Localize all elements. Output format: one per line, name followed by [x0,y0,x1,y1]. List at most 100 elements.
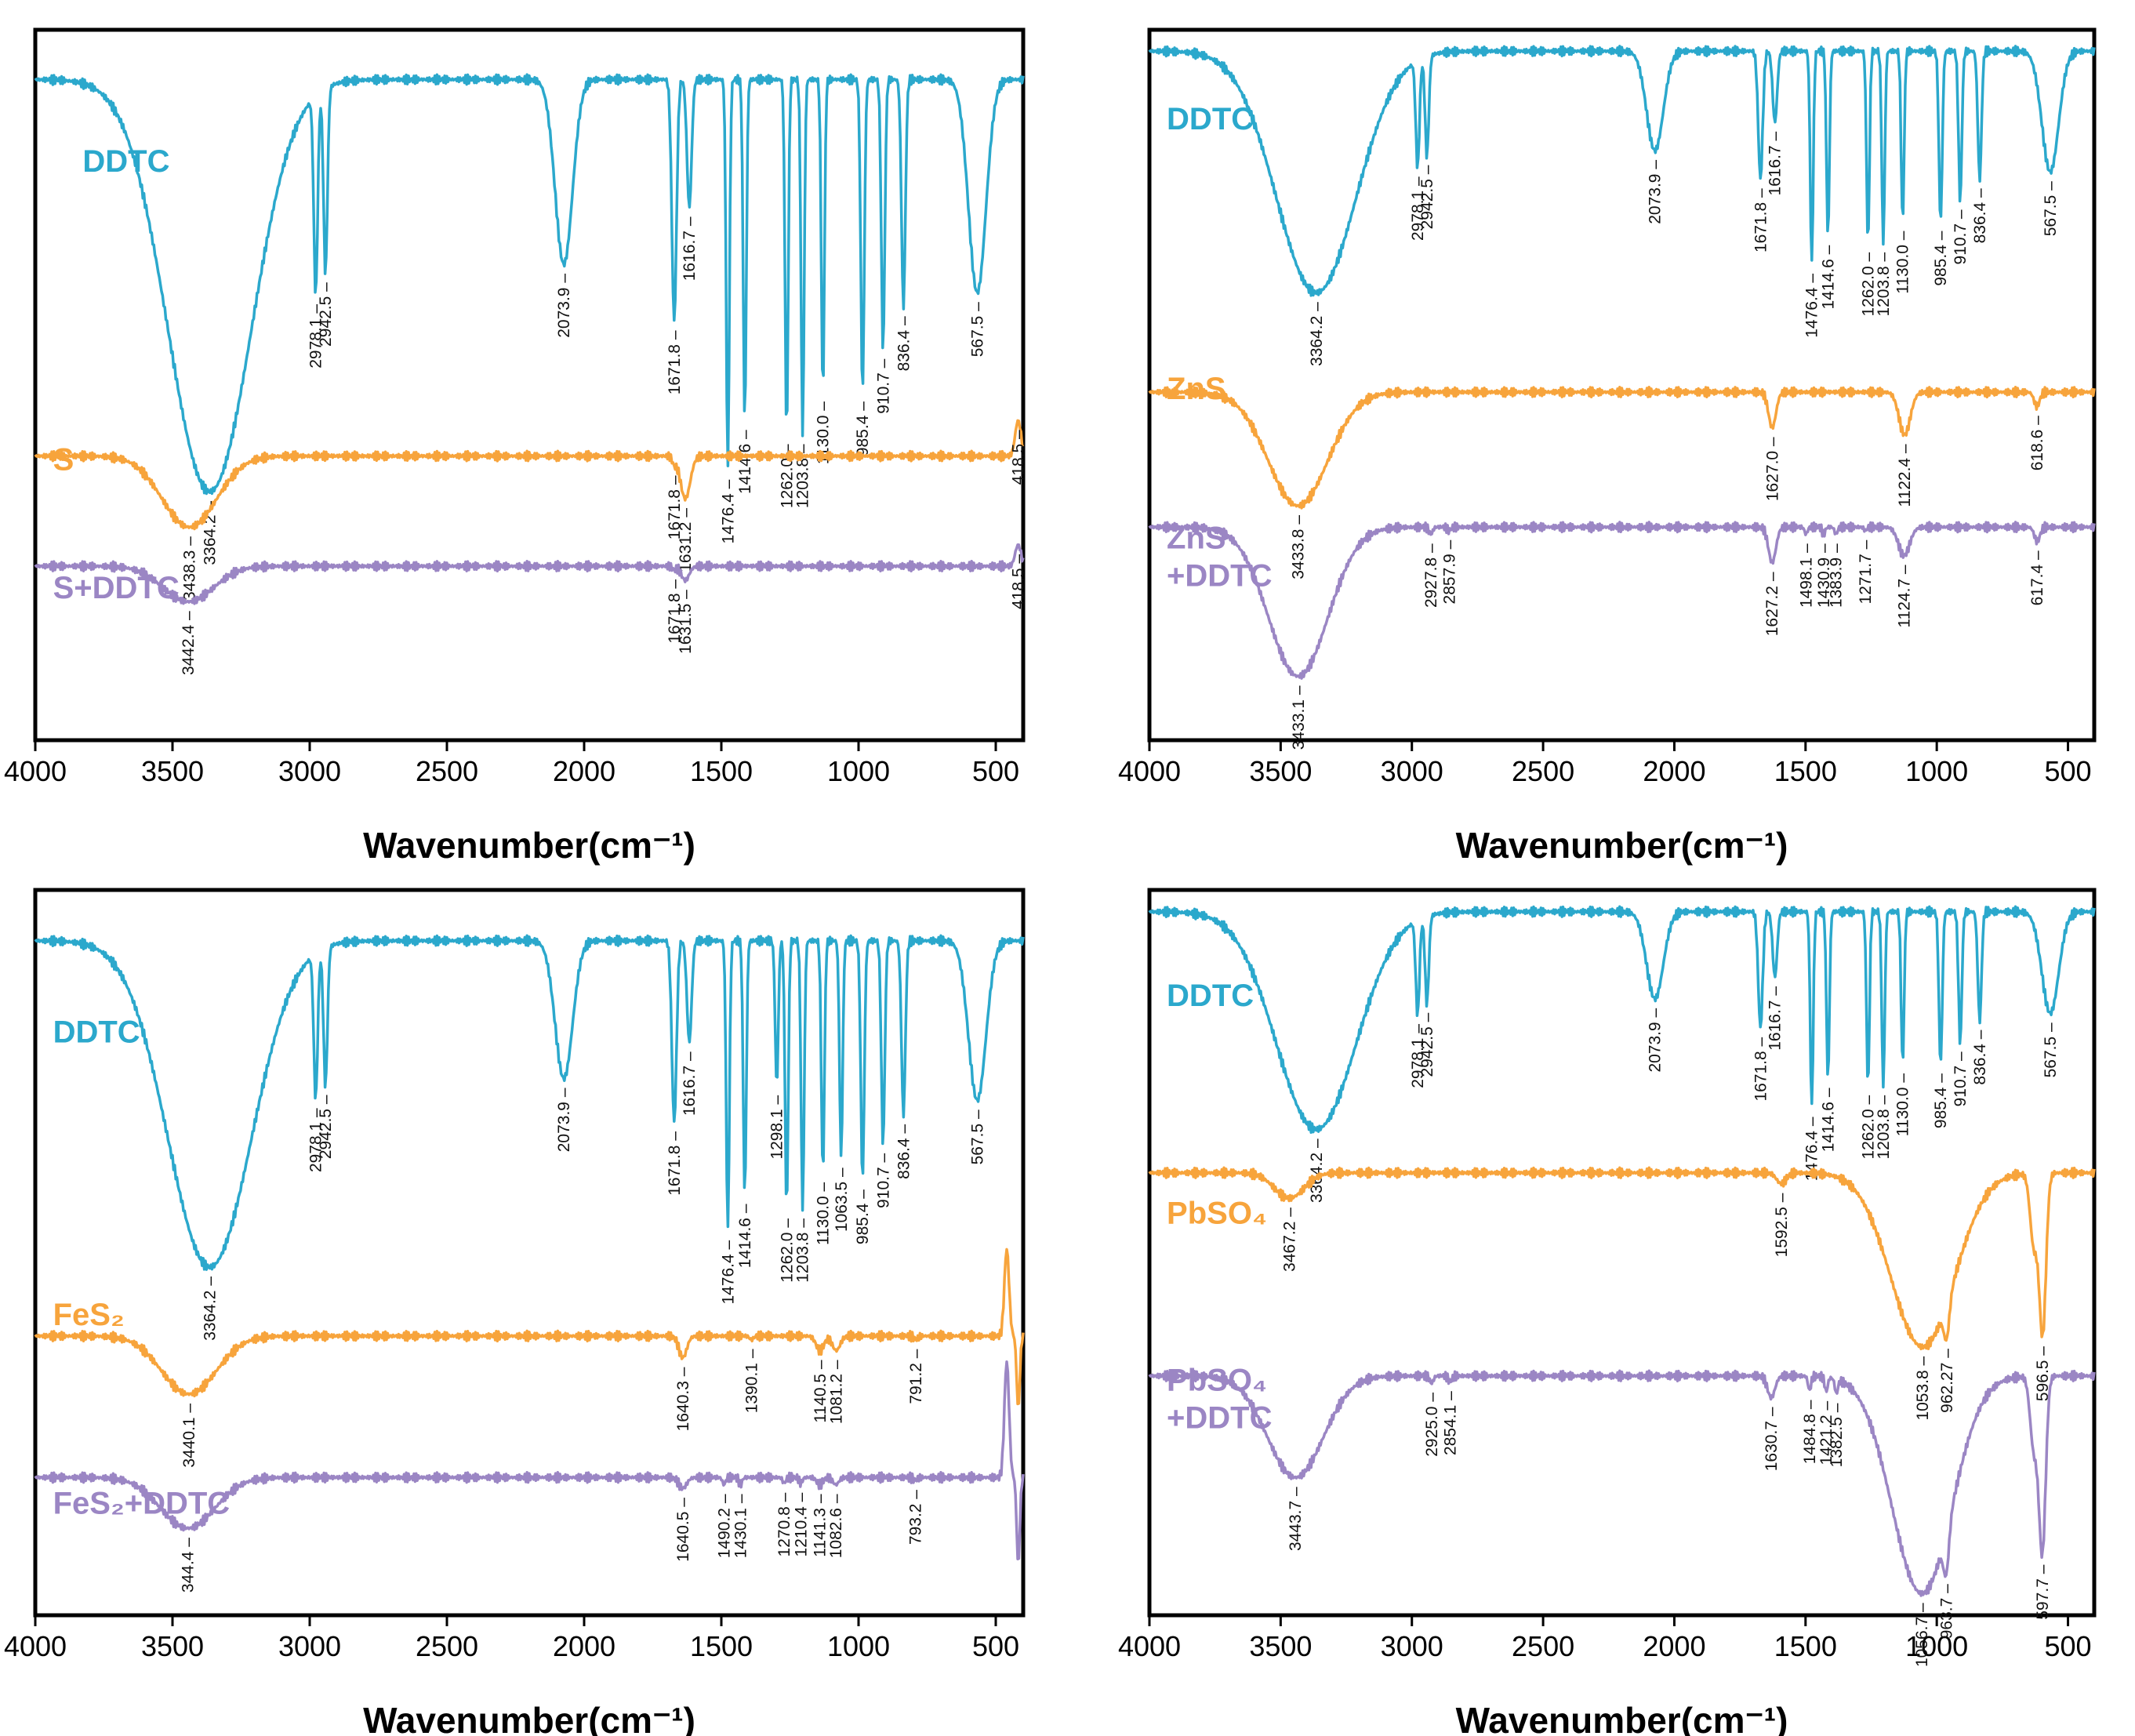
peak-label: 1414.6 – [736,430,754,494]
spectrum-ddtc [34,73,1025,496]
peak-label: 1430.9 – [1815,543,1833,608]
peak-label: 985.4 – [1932,1073,1950,1128]
peak-label: 596.5 – [2034,1346,2052,1401]
peak-label: 344.4 – [180,1538,198,1593]
peak-label: 1130.0 – [815,1182,833,1245]
peak-label: 1627.2 – [1763,572,1781,636]
peak-label: 985.4 – [854,1189,872,1244]
peak-label: 1592.5 – [1773,1193,1791,1257]
x-axis-label: Wavenumber(cm⁻¹) [1456,1700,1788,1736]
peak-label: 567.5 – [968,302,986,357]
peak-label: 1063.5 – [833,1168,851,1232]
x-tick-label: 1500 [690,1630,753,1662]
x-tick-label: 4000 [4,1630,67,1662]
series-label-line: DDTC [82,144,169,179]
plot-frame [33,888,1026,1618]
series-label: FeS₂ [53,1298,125,1332]
x-tick-label: 3500 [1249,1630,1312,1662]
x-axis-label: Wavenumber(cm⁻¹) [1456,825,1788,866]
peak-label: 1262.0 – [1860,1095,1878,1159]
x-tick-label: 2000 [553,755,615,787]
spectrum-zns-ddtc [1148,521,2096,680]
spectrum-ddtc [34,934,1025,1271]
peak-label: 3364.2 – [202,1277,220,1341]
peak-label: 1631.5 – [677,590,695,654]
series-label-line: S [53,443,74,478]
peak-label: 3442.4 – [180,611,198,675]
peak-label: 1476.4 – [719,1240,737,1304]
peak-label: 3364.2 – [1308,302,1326,366]
peak-label: 1122.4 – [1896,444,1914,507]
x-tick-label: 3500 [141,755,204,787]
peak-label: 1616.7 – [1766,986,1785,1051]
peak-label: 1616.7 – [681,1051,699,1116]
peak-label: 2927.8 – [1422,543,1440,608]
series-label: DDTC [1167,102,1254,136]
peak-label: 567.5 – [2042,181,2060,236]
x-axis-label: Wavenumber(cm⁻¹) [363,825,695,866]
x-tick-label: 1500 [1774,755,1837,787]
peak-label: 1476.4 – [1803,1117,1821,1181]
x-tick-label: 4000 [1118,1630,1181,1662]
spectrum-pbso-ddtc [1148,1369,2096,1597]
x-tick-label: 1000 [1905,755,1968,787]
peak-label: 1627.0 – [1763,437,1781,501]
peak-label: 1421.2 – [1817,1400,1835,1465]
peak-label: 1671.8 – [666,330,684,394]
peak-label: 617.4 – [2028,550,2046,605]
peak-label: 910.7 – [874,1153,892,1208]
x-tick-label: 2500 [416,755,478,787]
peak-label: 2073.9 – [1647,1008,1665,1072]
x-tick-label: 2500 [416,1630,478,1662]
series-label: PbSO₄ [1167,1197,1267,1231]
peak-label: 2978.1 – [1409,1024,1427,1088]
peak-label: 1130.0 – [1894,231,1912,294]
ftir-panel-zns: 4000 3500 3000 2500 2000 1500 1000 500 Wavenumbe… [1118,27,2097,866]
peak-label: 985.4 – [854,401,872,456]
peak-label: 1141.3 – [812,1494,830,1557]
series-label-line: +DDTC [1167,1400,1272,1435]
peak-label: 597.7 – [2034,1564,2052,1619]
peak-label: 836.4 – [895,316,913,371]
peak-label: 2978.1 – [307,304,325,369]
series-label: FeS₂+DDTC [53,1487,231,1521]
peak-label: 836.4 – [895,1124,913,1179]
peak-label: 1203.8 – [1875,252,1893,316]
x-tick-label: 500 [2044,1630,2091,1662]
peak-label: 3433.8 – [1290,515,1308,579]
plot-frame [33,27,1026,743]
peak-label: 567.5 – [2042,1022,2060,1077]
x-tick-label: 500 [2044,755,2091,787]
peak-label: 1210.4 – [792,1492,810,1556]
spectrum-ddtc [1148,45,2096,297]
peak-label: 793.2 – [906,1490,924,1545]
peak-label: 2073.9 – [555,274,573,338]
x-tick-label: 1000 [1905,1630,1968,1662]
ftir-panel-fes2: 4000 3500 3000 2500 2000 1500 1000 500 Wavenumbe… [4,888,1026,1736]
peak-label: 1382.5 – [1828,1403,1846,1467]
peak-label: 2073.9 – [1647,160,1665,224]
peak-label: 1430.1 – [732,1494,750,1558]
peak-label: 1271.7 – [1857,539,1875,604]
peak-label: 1616.7 – [1766,131,1785,195]
peak-label: 1671.8 – [666,475,684,539]
x-tick-label: 3000 [1381,755,1443,787]
peak-label: 1671.8 – [666,579,684,644]
peak-label: 1484.8 – [1801,1400,1819,1464]
spectrum-s-ddtc [34,543,1025,605]
x-tick-label: 2500 [1512,755,1574,787]
peak-label: 1262.0 – [1860,252,1878,316]
series-label-line: S+DDTC [53,571,180,605]
peak-label: 2942.5 – [1418,1012,1436,1077]
peak-label: 836.4 – [1971,188,1989,243]
series-label: S [53,443,74,478]
peak-label: 791.2 – [907,1349,925,1404]
series-label: ZnS +DDTC [1167,521,1272,593]
x-tick-label: 3500 [1249,755,1312,787]
peak-label: 1498.1 – [1797,543,1815,608]
peak-label: 2942.5 – [1418,165,1436,229]
series-label: PbSO₄ +DDTC [1167,1363,1272,1435]
peak-label: 1640.3 – [674,1367,692,1431]
x-tick-label: 3500 [141,1630,204,1662]
